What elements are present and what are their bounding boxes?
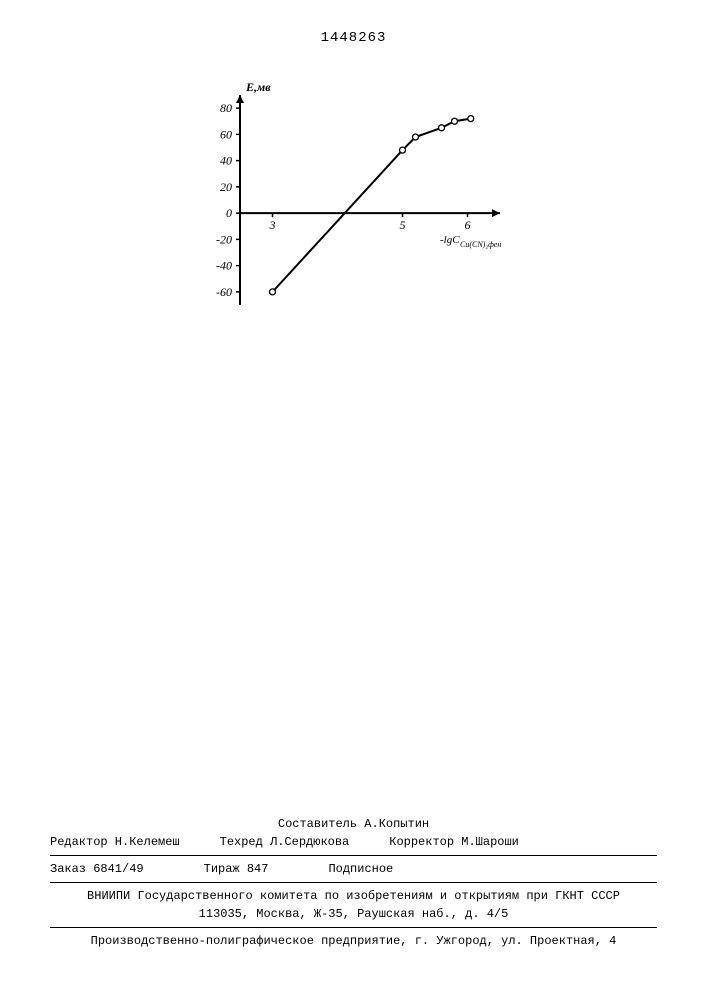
svg-text:20: 20 (220, 180, 232, 194)
svg-text:6: 6 (465, 218, 471, 232)
divider (50, 855, 657, 856)
footer-block: Составитель А.Копытин Редактор Н.Келемеш… (50, 815, 657, 950)
subscription: Подписное (328, 860, 393, 878)
svg-text:60: 60 (220, 127, 232, 141)
svg-text:-20: -20 (216, 232, 232, 246)
page-number: 1448263 (321, 30, 387, 46)
printer: Производственно-полиграфическое предприя… (50, 932, 657, 950)
chart: -60 -40 -20 0 20 40 60 80 3 5 6 Е,мв -lgCCu(CN)₂фен (190, 75, 510, 335)
divider (50, 927, 657, 928)
corrector: Корректор М.Шароши (389, 833, 519, 851)
order: Заказ 6841/49 (50, 860, 144, 878)
svg-text:-lgC: -lgC (440, 234, 460, 246)
techred: Техред Л.Сердюкова (220, 833, 350, 851)
tirage: Тираж 847 (204, 860, 269, 878)
svg-text:-60: -60 (216, 285, 232, 299)
editor: Редактор Н.Келемеш (50, 833, 180, 851)
svg-text:Е,мв: Е,мв (245, 80, 271, 94)
org: ВНИИПИ Государственного комитета по изоб… (50, 887, 657, 905)
svg-text:0: 0 (226, 206, 232, 220)
address: 113035, Москва, Ж-35, Раушская наб., д. … (50, 905, 657, 923)
svg-text:-40: -40 (216, 259, 232, 273)
svg-text:5: 5 (400, 218, 406, 232)
svg-text:Cu(CN)₂фен: Cu(CN)₂фен (460, 240, 501, 249)
svg-text:80: 80 (220, 101, 232, 115)
compiler: Составитель А.Копытин (278, 815, 429, 833)
svg-text:3: 3 (269, 218, 276, 232)
divider (50, 882, 657, 883)
svg-text:40: 40 (220, 154, 232, 168)
chart-svg: -60 -40 -20 0 20 40 60 80 3 5 6 Е,мв -lgCCu(CN)₂фен (190, 75, 510, 335)
